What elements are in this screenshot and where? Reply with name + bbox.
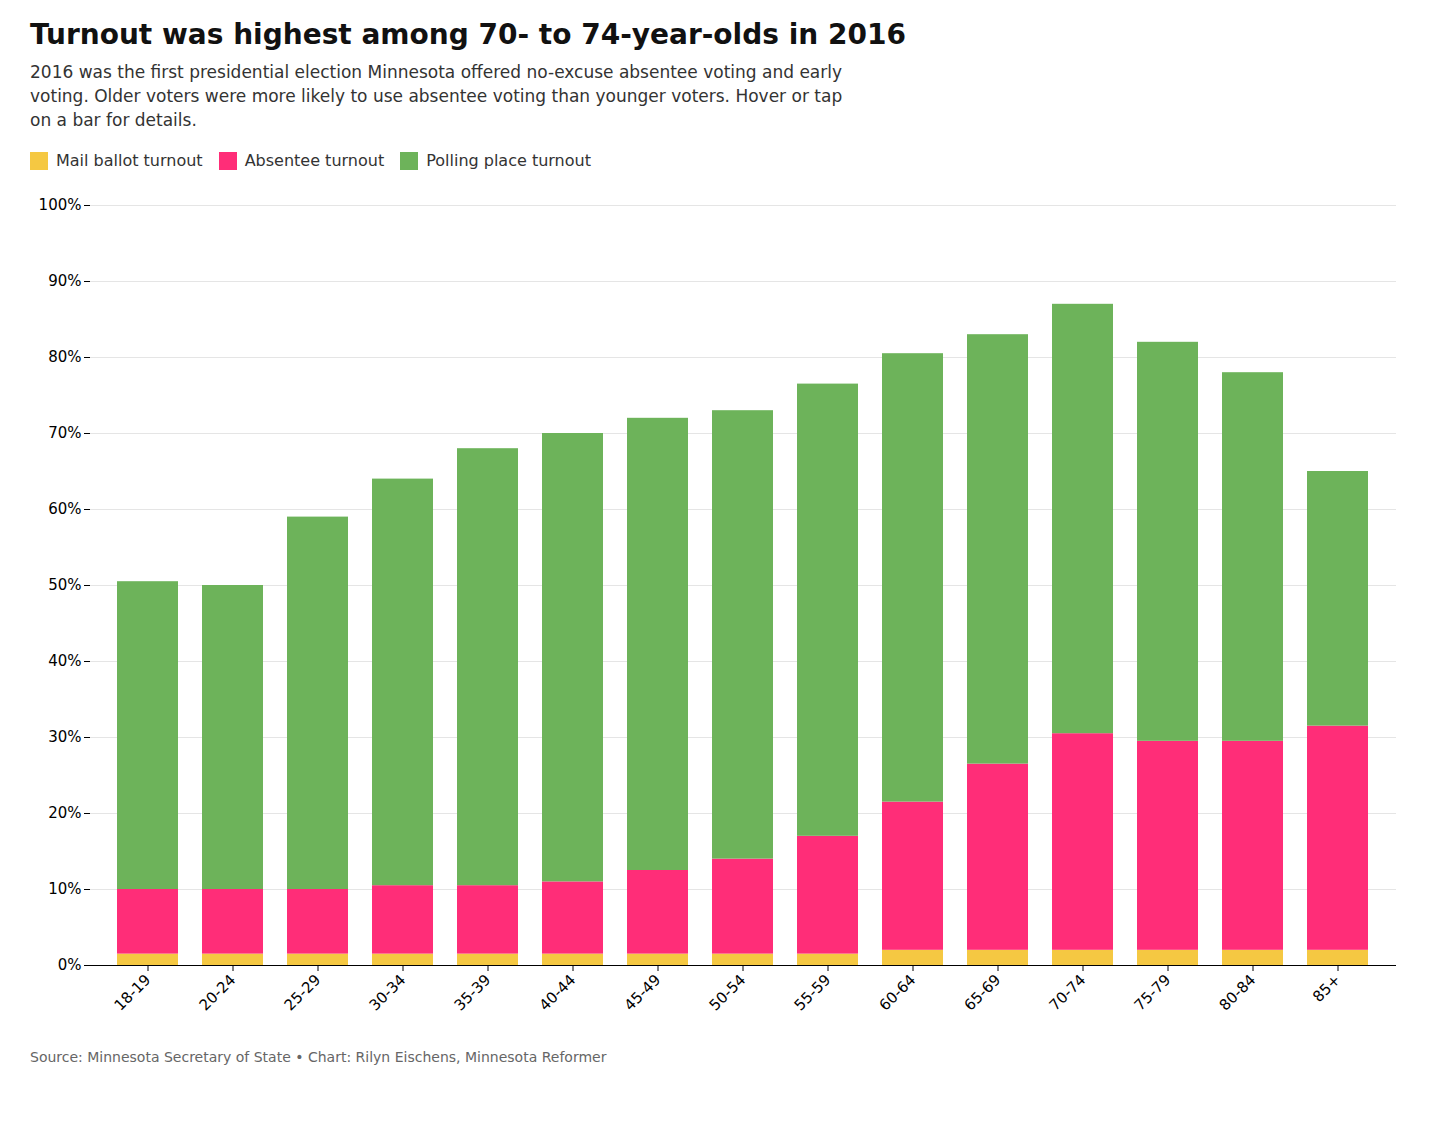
svg-text:70%: 70% (48, 425, 81, 443)
html-text:voting. Older voters were more: voting. Older voters were more likely to… (30, 85, 843, 106)
svg-text:60-64: 60-64 (876, 971, 920, 1015)
svg-text:30-34: 30-34 (366, 971, 410, 1015)
svg-text:75-79: 75-79 (1131, 971, 1175, 1015)
svg-text:25-29: 25-29 (281, 971, 325, 1015)
svg-text:20%: 20% (48, 805, 81, 823)
svg-text:10%: 10% (48, 881, 81, 899)
svg-text:55-59: 55-59 (791, 971, 835, 1015)
html-text:Turnout was highest among 70-: Turnout was highest among 70- to 74-year… (30, 18, 906, 51)
svg-text:80-84: 80-84 (1216, 971, 1260, 1015)
svg-text:18-19: 18-19 (111, 971, 155, 1015)
svg-text:80%: 80% (48, 349, 81, 367)
svg-text:50%: 50% (48, 577, 81, 595)
svg-text:50-54: 50-54 (706, 971, 750, 1015)
svg-text:40%: 40% (48, 653, 81, 671)
svg-text:90%: 90% (48, 273, 81, 291)
svg-text:70-74: 70-74 (1046, 971, 1090, 1015)
html-text:Mail ballot turnout: Mail ballot turnout (56, 151, 203, 171)
html-text:Absentee turnout: Absentee turnout (244, 151, 385, 171)
html-text:on a bar for details.: on a bar for details. (30, 109, 197, 130)
html-text:2016 was the first presidentia: 2016 was the first presidential election… (30, 62, 843, 82)
html-text:Polling place turnout: Polling place turnout (426, 151, 591, 171)
svg-text:20-24: 20-24 (196, 971, 240, 1015)
html-text:Source: Minnesota Secretary of: Source: Minnesota Secretary of State • C… (30, 1049, 607, 1066)
svg-text:35-39: 35-39 (451, 971, 495, 1015)
svg-text:30%: 30% (48, 729, 81, 747)
svg-text:45-49: 45-49 (621, 971, 665, 1015)
svg-text:100%: 100% (39, 197, 82, 215)
svg-text:40-44: 40-44 (536, 971, 580, 1015)
svg-text:65-69: 65-69 (961, 971, 1005, 1015)
svg-text:85+: 85+ (1309, 971, 1344, 1006)
svg-text:60%: 60% (48, 501, 81, 519)
svg-text:0%: 0% (58, 957, 82, 975)
